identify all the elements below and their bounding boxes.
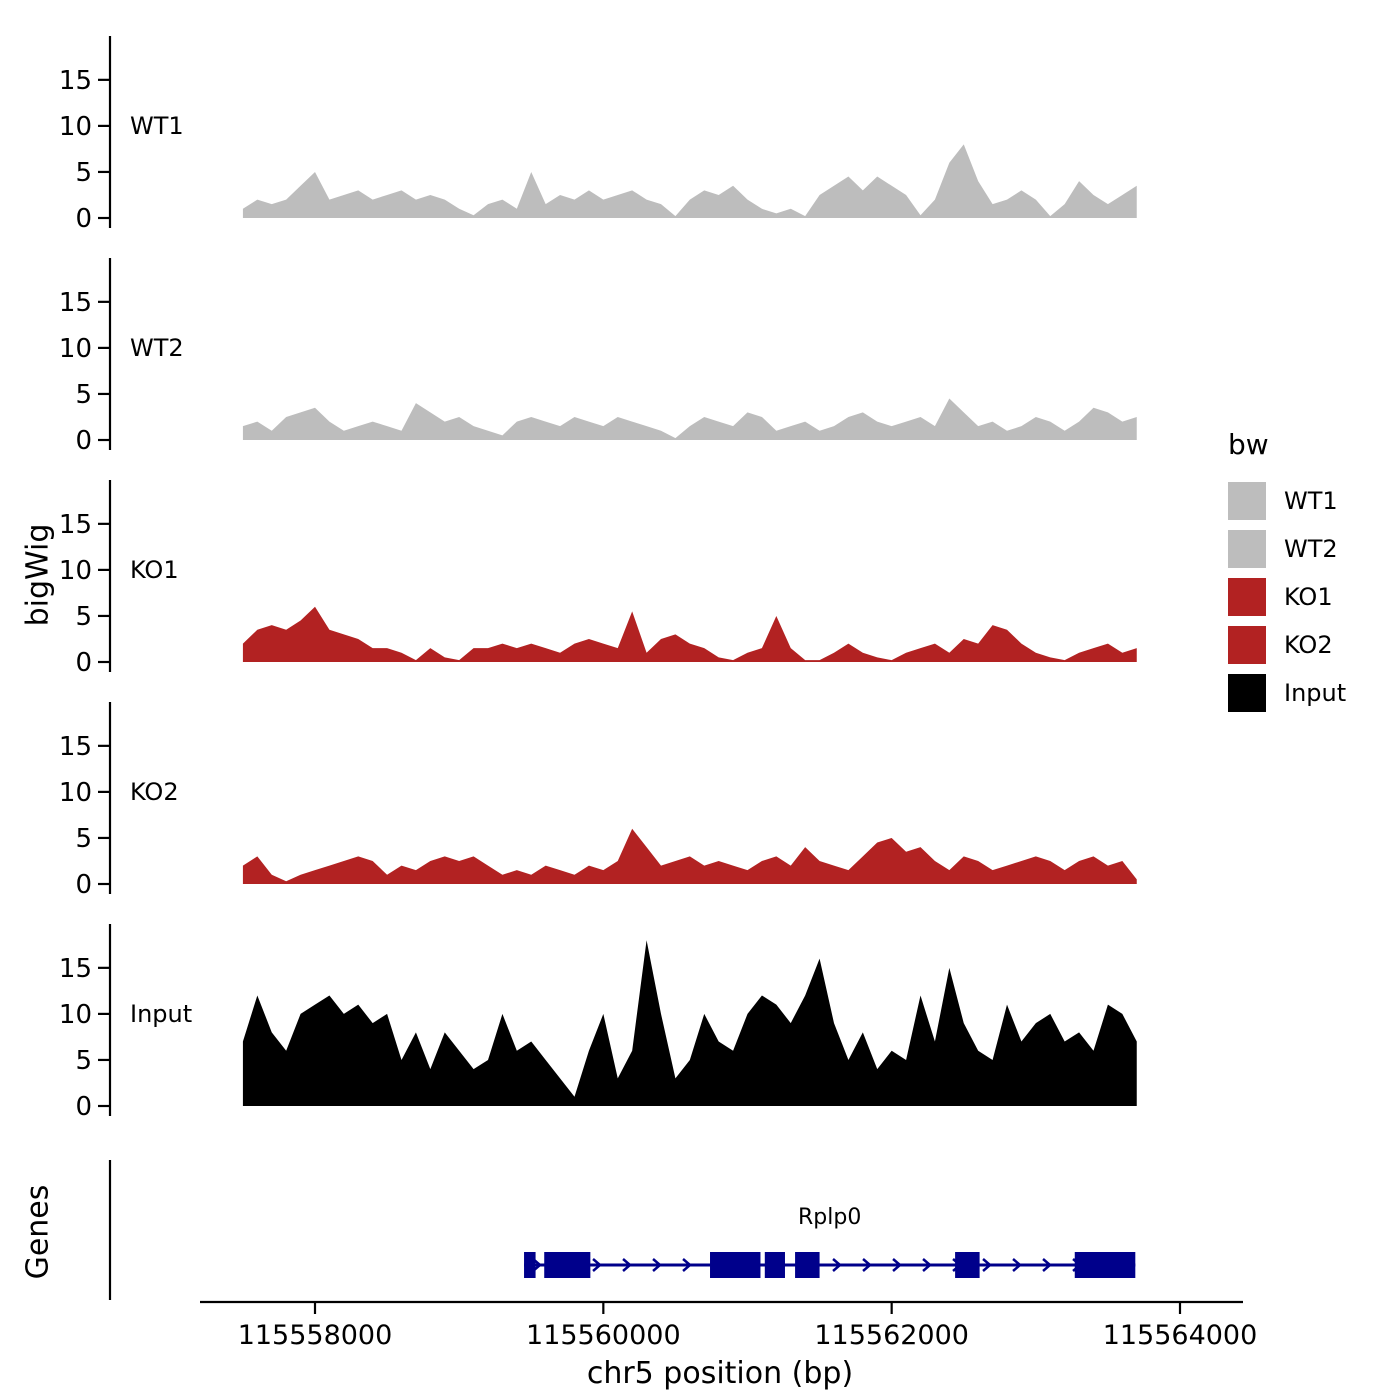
gene-exon (544, 1252, 591, 1278)
x-tick-label: 115564000 (1103, 1320, 1258, 1351)
wt1-coverage-area (242, 144, 1137, 218)
y-tick-label: 10 (59, 334, 92, 364)
x-axis-title: chr5 position (bp) (586, 1356, 854, 1391)
legend-label: WT1 (1284, 487, 1338, 515)
legend-items: WT1 WT2 KO1 KO2 Input (1228, 477, 1346, 717)
legend-item-ko2: KO2 (1228, 621, 1346, 669)
strand-arrow-icon (832, 1258, 842, 1272)
gene-exon (710, 1252, 761, 1278)
y-tick-label: 5 (75, 824, 92, 854)
strand-arrow-icon (1012, 1258, 1022, 1272)
x-tick-label: 115560000 (526, 1320, 681, 1351)
legend-label: KO2 (1284, 631, 1333, 659)
legend-swatch-wt1 (1228, 482, 1266, 520)
y-tick-label: 10 (59, 112, 92, 142)
y-tick-label: 0 (75, 1092, 92, 1122)
ko1-coverage-area (242, 606, 1137, 662)
gene-exon (1074, 1252, 1136, 1278)
legend-item-input: Input (1228, 669, 1346, 717)
strand-arrow-icon (622, 1258, 632, 1272)
y-tick-label: 0 (75, 870, 92, 900)
legend-item-wt2: WT2 (1228, 525, 1346, 573)
y-tick-label: 5 (75, 602, 92, 632)
strand-arrow-icon (592, 1258, 602, 1272)
track-label-ko2: KO2 (130, 778, 179, 806)
ko2-coverage-area (242, 828, 1137, 884)
y-tick-label: 15 (59, 954, 92, 984)
y-tick-label: 15 (59, 732, 92, 762)
y-tick-label: 0 (75, 648, 92, 678)
x-tick-label: 115562000 (814, 1320, 969, 1351)
y-tick-label: 5 (75, 158, 92, 188)
strand-arrow-icon (1042, 1258, 1052, 1272)
gene-exon (955, 1252, 980, 1278)
gene-exon (795, 1252, 820, 1278)
legend-swatch-ko2 (1228, 626, 1266, 664)
track-label-input: Input (130, 1000, 192, 1028)
y-tick-label: 0 (75, 426, 92, 456)
wt2-coverage-area (242, 398, 1137, 440)
legend: bw WT1 WT2 KO1 KO2 Input (1228, 428, 1346, 717)
strand-arrow-icon (682, 1258, 692, 1272)
x-tick-label: 115558000 (238, 1320, 393, 1351)
strand-arrow-icon (862, 1258, 872, 1272)
gene-exon (524, 1252, 536, 1278)
y-tick-label: 10 (59, 778, 92, 808)
strand-arrow-icon (922, 1258, 932, 1272)
y-tick-label: 15 (59, 288, 92, 318)
gene-exon (764, 1252, 785, 1278)
track-label-wt1: WT1 (130, 112, 184, 140)
strand-arrow-icon (892, 1258, 902, 1272)
legend-swatch-ko1 (1228, 578, 1266, 616)
legend-item-wt1: WT1 (1228, 477, 1346, 525)
strand-arrow-icon (652, 1258, 662, 1272)
legend-title: bw (1228, 428, 1269, 461)
y-tick-label: 5 (75, 380, 92, 410)
y-tick-label: 0 (75, 204, 92, 234)
track-label-wt2: WT2 (130, 334, 184, 362)
legend-swatch-input (1228, 674, 1266, 712)
y-tick-label: 15 (59, 510, 92, 540)
y-tick-label: 10 (59, 1000, 92, 1030)
legend-label: KO1 (1284, 583, 1333, 611)
track-label-ko1: KO1 (130, 556, 179, 584)
y-tick-label: 10 (59, 556, 92, 586)
input-coverage-area (242, 940, 1137, 1106)
legend-label: WT2 (1284, 535, 1338, 563)
gene-name-label: Rplp0 (798, 1205, 861, 1230)
legend-label: Input (1284, 679, 1347, 707)
strand-arrow-icon (982, 1258, 992, 1272)
y-tick-label: 5 (75, 1046, 92, 1076)
legend-item-ko1: KO1 (1228, 573, 1346, 621)
legend-swatch-wt2 (1228, 530, 1266, 568)
y-tick-label: 15 (59, 66, 92, 96)
